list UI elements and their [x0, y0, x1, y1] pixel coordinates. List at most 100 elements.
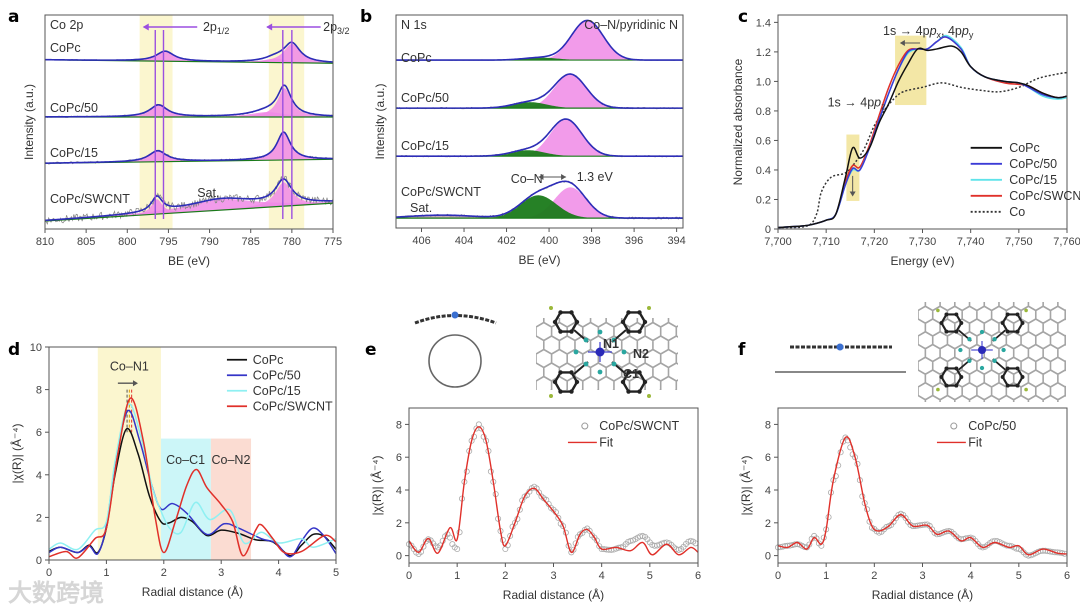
nitrogen-atom: [967, 358, 972, 363]
benzene-ring: [553, 371, 579, 393]
atom-label-n1: N1: [603, 337, 619, 351]
nitrogen-atom: [967, 337, 972, 342]
x-tick-label: 800: [118, 236, 136, 248]
x-tick-label: 404: [455, 235, 473, 247]
nitrogen-atom: [992, 358, 997, 363]
y-axis-label: |χ(R)| (Å⁻⁴): [9, 423, 24, 483]
carbon-atom: [1015, 366, 1020, 371]
carbon-atom: [626, 329, 631, 334]
fit-component: [396, 57, 683, 61]
carbon-atom: [558, 370, 563, 375]
x-tick-label: 4: [599, 570, 605, 582]
x-tick-label: 2: [871, 570, 877, 582]
carbon-atom: [569, 370, 574, 375]
carbon-atom: [954, 366, 959, 371]
nitrogen-atom: [611, 337, 617, 343]
nitrogen-atom: [979, 365, 985, 371]
cobalt-atom: [977, 345, 987, 355]
carbon-atom: [944, 329, 949, 334]
x-tick-label: 402: [497, 235, 515, 247]
carbon-atom: [944, 383, 949, 388]
y-tick-label: 6: [36, 427, 42, 439]
carbon-atom: [1005, 383, 1010, 388]
legend: CoPc/50 Fit: [936, 419, 1016, 449]
hydrogen-atom: [647, 306, 651, 310]
x-tick-label: 790: [200, 236, 218, 248]
carbon-atom: [1005, 366, 1010, 371]
x-tick-label: 805: [77, 236, 95, 248]
carbon-atom: [954, 383, 959, 388]
x-tick-label: 7,730: [909, 236, 937, 248]
envelope-line: [395, 180, 683, 219]
legend: CoPc CoPc/50 CoPc/15 CoPc/SWCNT Co: [970, 141, 1080, 219]
carbon-atom: [954, 312, 959, 317]
arrow-head-icon: [266, 23, 273, 31]
fit-component: [396, 20, 683, 61]
y-tick-label: 2: [396, 518, 402, 530]
spectrum-CoPc: CoPc: [44, 41, 334, 64]
series-label: CoPc/SWCNT: [401, 185, 481, 199]
fit-component: [45, 112, 333, 118]
legend-label: CoPc/SWCNT: [253, 399, 333, 413]
x-tick-label: 6: [1064, 570, 1070, 582]
data-marker: [565, 542, 572, 549]
y-axis-label: |χ(R)| (Å⁻⁴): [369, 455, 384, 515]
y-tick-label: 0: [765, 224, 771, 236]
x-tick-label: 4: [968, 570, 974, 582]
envelope-line: [396, 118, 683, 157]
nitrogen-atom: [597, 369, 603, 375]
panel-title: N 1s: [401, 18, 427, 32]
y-axis-label: Intensity (a.u.): [373, 83, 387, 159]
carbon-atom: [1015, 312, 1020, 317]
data-marker: [446, 534, 453, 541]
x-tick-label: 795: [159, 236, 177, 248]
x-tick-label: 7,700: [764, 236, 792, 248]
y-tick-label: 0.8: [756, 106, 771, 118]
data-marker: [663, 539, 670, 546]
hydrogen-atom: [647, 394, 651, 398]
fit-line: [408, 426, 699, 556]
nitrogen-atom: [573, 349, 579, 355]
x-tick-label: 3: [550, 570, 556, 582]
fit-component: [45, 88, 333, 118]
y-tick-label: 6: [765, 452, 771, 464]
carbon-atom: [620, 379, 626, 385]
envelope-line: [44, 178, 334, 222]
series-label: CoPc/15: [50, 146, 98, 160]
spectrum-CoPc/SWCNT: CoPc/SWCNT: [44, 175, 334, 225]
series-label: CoPc/50: [401, 91, 449, 105]
spectrum-CoPc/50: CoPc/50: [395, 73, 684, 110]
carbon-atom: [642, 319, 648, 325]
legend-marker: [950, 422, 958, 430]
legend-marker: [581, 422, 589, 430]
panel-label-e: e: [365, 340, 377, 360]
nitrogen-atom: [992, 337, 997, 342]
data-marker: [507, 532, 514, 539]
series-label: CoPc: [401, 51, 432, 65]
fit-component: [396, 150, 683, 157]
envelope-line: [396, 73, 683, 109]
y-tick-label: 0.6: [756, 135, 771, 147]
pyridinic-n-label: Co–N/pyridinic N: [584, 18, 678, 32]
carbon-atom: [626, 370, 631, 375]
x-tick-label: 5: [1016, 570, 1022, 582]
panel-label-b: b: [360, 7, 372, 27]
background-line: [44, 202, 334, 222]
label-1s-4pxy: 1s → 4ppx, 4ppy: [883, 24, 974, 40]
fit-line: [777, 436, 1068, 556]
arrow-head-icon: [132, 380, 138, 387]
carbon-atom: [944, 312, 949, 317]
atom-label-c1: C1: [623, 367, 639, 381]
envelope-line: [44, 131, 334, 164]
carbon-atom: [939, 375, 944, 379]
y-tick-label: 2: [765, 518, 771, 530]
band-Co–N1: [97, 347, 161, 560]
nitrogen-atom: [979, 329, 985, 335]
plot-frame: [777, 407, 1068, 564]
x-tick-label: 1: [454, 570, 460, 582]
x-axis-label: Radial distance (Å): [142, 584, 243, 599]
nitrogen-atom: [621, 349, 627, 355]
spectrum-CoPc/50: CoPc/50: [44, 84, 334, 119]
swcnt-lattice: [536, 318, 678, 390]
